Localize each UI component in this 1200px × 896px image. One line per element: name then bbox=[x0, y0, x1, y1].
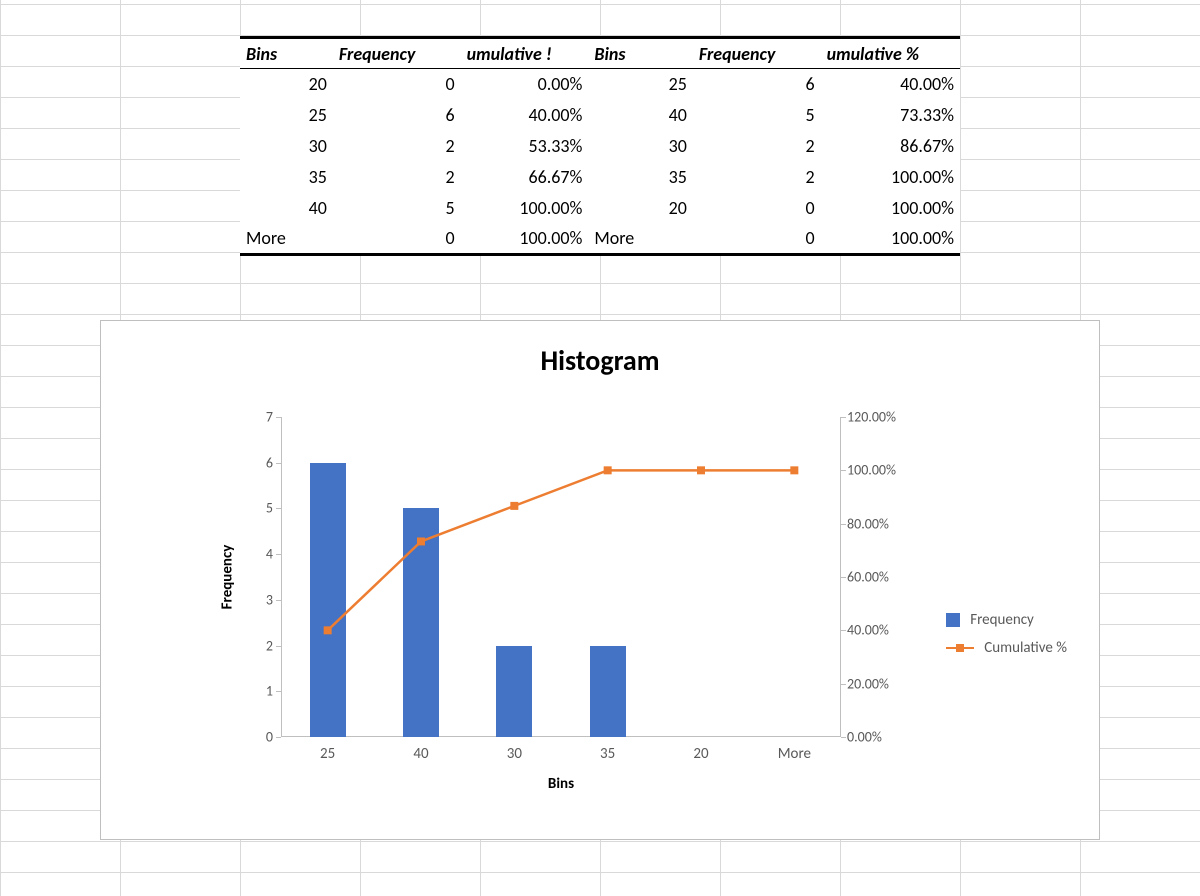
cell-bins[interactable]: 25 bbox=[240, 100, 333, 131]
y2-tick-label: 20.00% bbox=[847, 675, 927, 692]
legend-label: Cumulative % bbox=[984, 639, 1067, 657]
cell-cum2[interactable]: 100.00% bbox=[821, 224, 960, 255]
cell-bins2[interactable]: 25 bbox=[588, 69, 693, 100]
th-cum: umulative ! bbox=[461, 38, 589, 69]
cell-cum[interactable]: 66.67% bbox=[461, 162, 589, 193]
x-tick-label: 25 bbox=[320, 745, 335, 763]
y-tick-label: 6 bbox=[221, 454, 273, 471]
th-bins2: Bins bbox=[588, 38, 693, 69]
legend-swatch-bar bbox=[946, 613, 960, 627]
plot-wrap: Frequency Bins 012345670.00%20.00%40.00%… bbox=[201, 401, 981, 801]
th-cum2: umulative % bbox=[821, 38, 960, 69]
table-row: 25640.00%40573.33% bbox=[240, 100, 960, 131]
x-tick-label: 35 bbox=[600, 745, 615, 763]
cell-bins[interactable]: 40 bbox=[240, 193, 333, 224]
frequency-table: Bins Frequency umulative ! Bins Frequenc… bbox=[240, 36, 960, 256]
cell-cum2[interactable]: 86.67% bbox=[821, 131, 960, 162]
cell-freq[interactable]: 2 bbox=[333, 162, 461, 193]
cell-freq2[interactable]: 2 bbox=[693, 131, 821, 162]
chart-title: Histogram bbox=[101, 343, 1099, 378]
y-tick-label: 5 bbox=[221, 500, 273, 517]
cell-cum[interactable]: 100.00% bbox=[461, 193, 589, 224]
y-tick-label: 2 bbox=[221, 637, 273, 654]
cell-bins2[interactable]: More bbox=[588, 224, 693, 255]
table-row: 405100.00%200100.00% bbox=[240, 193, 960, 224]
x-tick-label: More bbox=[778, 745, 811, 763]
x-tick-label: 40 bbox=[413, 745, 428, 763]
th-freq: Frequency bbox=[333, 38, 461, 69]
y2-tick-label: 40.00% bbox=[847, 622, 927, 639]
cell-cum[interactable]: 0.00% bbox=[461, 69, 589, 100]
table-row: 35266.67%352100.00% bbox=[240, 162, 960, 193]
chart-legend: Frequency Cumulative % bbox=[946, 601, 1067, 667]
table-row: More0100.00%More0100.00% bbox=[240, 224, 960, 255]
cumulative-line bbox=[281, 417, 841, 737]
x-tick-label: 30 bbox=[507, 745, 522, 763]
table-row: 2000.00%25640.00% bbox=[240, 69, 960, 100]
cell-freq[interactable]: 6 bbox=[333, 100, 461, 131]
table-row: 30253.33%30286.67% bbox=[240, 131, 960, 162]
cell-freq[interactable]: 2 bbox=[333, 131, 461, 162]
y2-tick-label: 80.00% bbox=[847, 515, 927, 532]
y-tick-label: 3 bbox=[221, 591, 273, 608]
cell-bins[interactable]: 35 bbox=[240, 162, 333, 193]
cell-bins[interactable]: 20 bbox=[240, 69, 333, 100]
cell-freq[interactable]: 5 bbox=[333, 193, 461, 224]
cell-bins2[interactable]: 35 bbox=[588, 162, 693, 193]
y-tick-label: 1 bbox=[221, 683, 273, 700]
legend-label: Frequency bbox=[970, 611, 1034, 629]
cell-bins2[interactable]: 30 bbox=[588, 131, 693, 162]
cell-freq2[interactable]: 0 bbox=[693, 224, 821, 255]
cell-cum[interactable]: 53.33% bbox=[461, 131, 589, 162]
th-bins: Bins bbox=[240, 38, 333, 69]
cell-bins[interactable]: More bbox=[240, 224, 333, 255]
x-axis-label: Bins bbox=[548, 775, 574, 793]
legend-swatch-line bbox=[946, 647, 974, 650]
x-tick-label: 20 bbox=[693, 745, 708, 763]
y2-tick-label: 60.00% bbox=[847, 569, 927, 586]
cell-cum2[interactable]: 73.33% bbox=[821, 100, 960, 131]
cell-cum[interactable]: 40.00% bbox=[461, 100, 589, 131]
cell-freq2[interactable]: 6 bbox=[693, 69, 821, 100]
cell-cum2[interactable]: 100.00% bbox=[821, 193, 960, 224]
y2-tick-label: 0.00% bbox=[847, 729, 927, 746]
th-freq2: Frequency bbox=[693, 38, 821, 69]
y2-tick-label: 100.00% bbox=[847, 462, 927, 479]
cell-cum2[interactable]: 100.00% bbox=[821, 162, 960, 193]
cell-freq2[interactable]: 2 bbox=[693, 162, 821, 193]
legend-item-frequency: Frequency bbox=[946, 611, 1067, 629]
cell-cum2[interactable]: 40.00% bbox=[821, 69, 960, 100]
cell-freq[interactable]: 0 bbox=[333, 224, 461, 255]
cell-bins2[interactable]: 40 bbox=[588, 100, 693, 131]
cell-bins[interactable]: 30 bbox=[240, 131, 333, 162]
y-tick-label: 4 bbox=[221, 546, 273, 563]
cell-freq[interactable]: 0 bbox=[333, 69, 461, 100]
cell-freq2[interactable]: 0 bbox=[693, 193, 821, 224]
y2-tick-label: 120.00% bbox=[847, 409, 927, 426]
cell-bins2[interactable]: 20 bbox=[588, 193, 693, 224]
legend-item-cumulative: Cumulative % bbox=[946, 639, 1067, 657]
histogram-chart[interactable]: Histogram Frequency Bins 012345670.00%20… bbox=[100, 320, 1100, 840]
plot-area: Frequency Bins 012345670.00%20.00%40.00%… bbox=[281, 417, 841, 737]
cell-freq2[interactable]: 5 bbox=[693, 100, 821, 131]
y-tick-label: 0 bbox=[221, 729, 273, 746]
cell-cum[interactable]: 100.00% bbox=[461, 224, 589, 255]
y-tick-label: 7 bbox=[221, 409, 273, 426]
table-header-row: Bins Frequency umulative ! Bins Frequenc… bbox=[240, 38, 960, 69]
